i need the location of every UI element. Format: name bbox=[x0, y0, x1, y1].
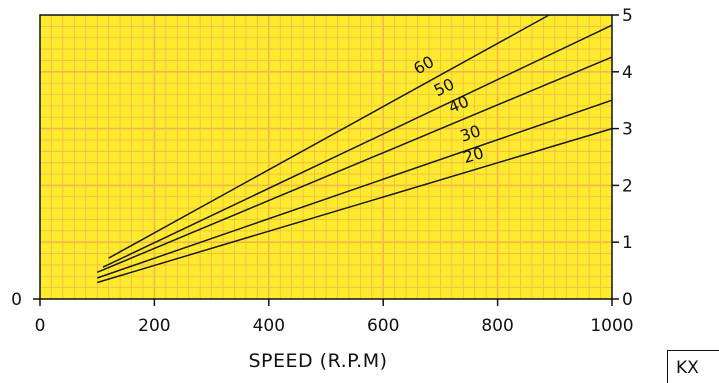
y-tick-label: 4 bbox=[622, 63, 633, 83]
series-line-50 bbox=[102, 24, 613, 268]
corner-tag: KX bbox=[667, 350, 719, 383]
y-tick-label: 0 bbox=[622, 290, 633, 310]
x-axis-ticks: 0 200 400 600 800 1000 bbox=[35, 299, 634, 336]
x-tick-label: 800 bbox=[481, 316, 513, 336]
y-axis-ticks-left: 0 bbox=[11, 290, 40, 310]
plot-frame bbox=[39, 14, 613, 300]
y-tick-label: 5 bbox=[622, 6, 633, 26]
y-tick-label: 2 bbox=[622, 176, 633, 196]
y-tick-label: 1 bbox=[622, 233, 633, 253]
grid bbox=[40, 15, 612, 299]
series-line-20 bbox=[96, 127, 613, 284]
x-tick-label: 1000 bbox=[590, 316, 633, 336]
x-tick-label: 0 bbox=[35, 316, 46, 336]
left-tick-label: 0 bbox=[11, 290, 22, 310]
x-axis-title: SPEED (R.P.M) bbox=[248, 350, 387, 372]
y-tick-label: 3 bbox=[622, 120, 633, 140]
series-lines bbox=[96, 14, 613, 284]
x-tick-label: 200 bbox=[138, 316, 170, 336]
y-axis-ticks-right: 0 1 2 3 4 5 bbox=[612, 6, 633, 310]
series-line-40 bbox=[96, 56, 613, 273]
x-tick-label: 400 bbox=[253, 316, 285, 336]
series-line-30 bbox=[96, 99, 613, 279]
x-tick-label: 600 bbox=[367, 316, 399, 336]
series-line-60 bbox=[108, 14, 550, 259]
